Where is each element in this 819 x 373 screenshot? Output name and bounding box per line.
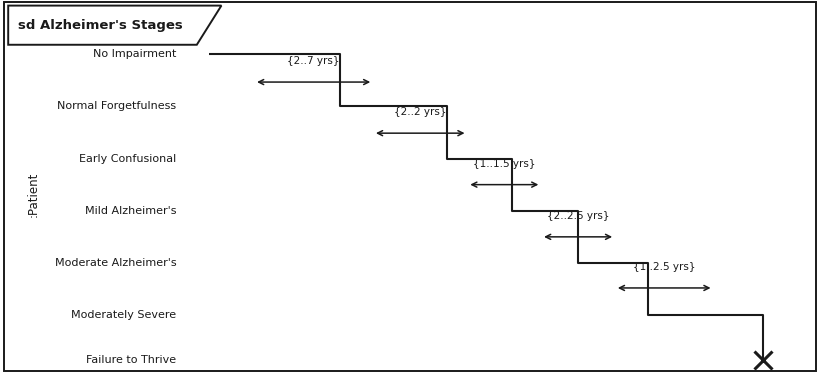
Text: :Patient: :Patient xyxy=(26,171,39,217)
Text: Failure to Thrive: Failure to Thrive xyxy=(86,355,176,365)
Text: Normal Forgetfulness: Normal Forgetfulness xyxy=(57,101,176,111)
Text: sd Alzheimer's Stages: sd Alzheimer's Stages xyxy=(18,19,183,32)
Text: Moderately Severe: Moderately Severe xyxy=(71,310,176,320)
Text: Moderate Alzheimer's: Moderate Alzheimer's xyxy=(55,258,176,268)
Text: No Impairment: No Impairment xyxy=(93,49,176,59)
Text: {1..1.5 yrs}: {1..1.5 yrs} xyxy=(473,159,535,169)
Text: Early Confusional: Early Confusional xyxy=(79,154,176,163)
Polygon shape xyxy=(8,6,221,45)
Text: {1..2.5 yrs}: {1..2.5 yrs} xyxy=(632,262,695,272)
Text: Mild Alzheimer's: Mild Alzheimer's xyxy=(84,206,176,216)
Text: {2..2.5 yrs}: {2..2.5 yrs} xyxy=(546,211,609,221)
Text: {2..2 yrs}: {2..2 yrs} xyxy=(393,107,446,117)
Text: {2..7 yrs}: {2..7 yrs} xyxy=(287,56,340,66)
